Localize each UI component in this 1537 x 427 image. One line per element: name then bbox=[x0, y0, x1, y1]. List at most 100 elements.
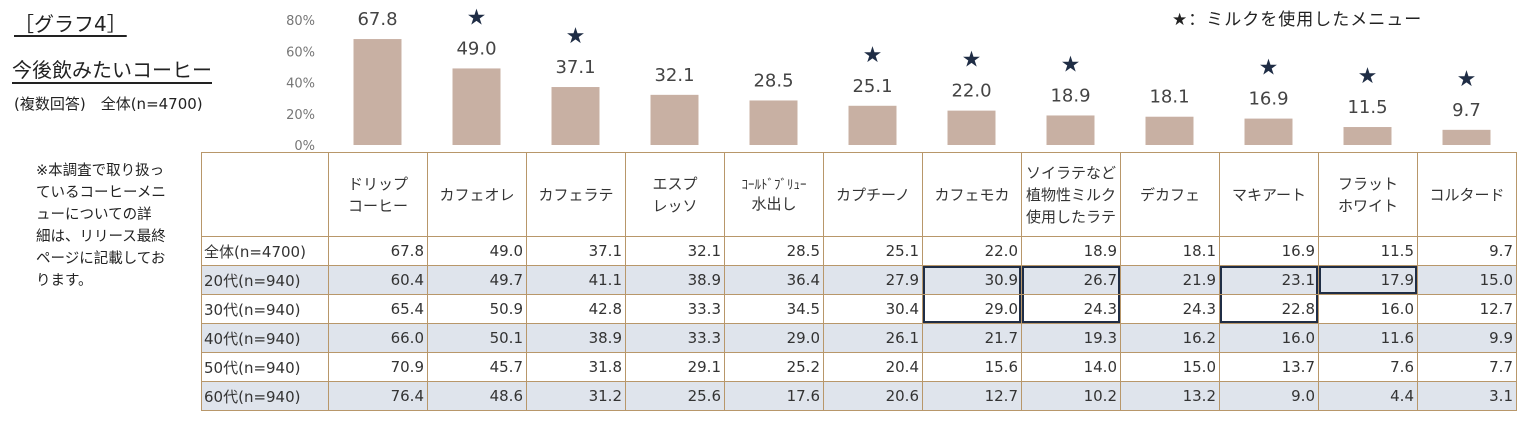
table-cell: 25.6 bbox=[625, 381, 725, 411]
column-header-line: エスプ bbox=[652, 174, 698, 193]
column-header-line: 使用したラテ bbox=[1025, 207, 1116, 226]
column-header-line: コルタード bbox=[1429, 185, 1505, 204]
column-header-line: 水出し bbox=[751, 194, 797, 213]
graph-label: ［グラフ4］ bbox=[14, 12, 127, 36]
row-label: 60代(n=940) bbox=[201, 381, 329, 411]
table-cell: 24.3 bbox=[1021, 294, 1121, 324]
table-cell: 20.4 bbox=[823, 352, 923, 382]
legend: ★：ミルクを使用したメニュー bbox=[1172, 10, 1423, 30]
table-cell: 60.4 bbox=[328, 265, 428, 295]
table-cell: 18.1 bbox=[1120, 236, 1220, 266]
table-cell: 21.7 bbox=[922, 323, 1022, 353]
milk-star-icon: ★ bbox=[1259, 56, 1279, 81]
table-cell: 32.1 bbox=[625, 236, 725, 266]
table-cell: 25.1 bbox=[823, 236, 923, 266]
table-cell: 42.8 bbox=[526, 294, 626, 324]
column-header-line: 植物性ミルク bbox=[1025, 185, 1116, 204]
y-tick-label: 80% bbox=[286, 14, 315, 29]
row-label: 50代(n=940) bbox=[201, 352, 329, 382]
table-cell: 9.7 bbox=[1417, 236, 1517, 266]
header-blank-cell bbox=[201, 152, 329, 237]
column-header-line: カフェラテ bbox=[538, 185, 614, 204]
table-cell: 50.1 bbox=[427, 323, 527, 353]
column-header: マキアート bbox=[1219, 152, 1319, 237]
table-cell: 16.0 bbox=[1318, 294, 1418, 324]
table-cell: 13.2 bbox=[1120, 381, 1220, 411]
bar bbox=[1244, 118, 1293, 145]
y-tick-label: 0% bbox=[294, 139, 315, 152]
table-cell: 24.3 bbox=[1120, 294, 1220, 324]
table-cell: 45.7 bbox=[427, 352, 527, 382]
column-header-line: ソイラテなど bbox=[1025, 163, 1116, 182]
table-cell: 31.2 bbox=[526, 381, 626, 411]
y-tick-label: 20% bbox=[286, 108, 315, 123]
milk-star-icon: ★ bbox=[467, 5, 487, 30]
column-header: カフェモカ bbox=[922, 152, 1022, 237]
table-cell: 19.3 bbox=[1021, 323, 1121, 353]
column-header: カフェオレ bbox=[427, 152, 527, 237]
bar bbox=[848, 105, 897, 145]
bar bbox=[1046, 115, 1095, 145]
table-cell: 26.7 bbox=[1021, 265, 1121, 295]
column-header: ソイラテなど 植物性ミルク 使用したラテ bbox=[1021, 152, 1121, 237]
table-cell: 15.0 bbox=[1417, 265, 1517, 295]
table-cell: 76.4 bbox=[328, 381, 428, 411]
bar-value-label: 49.0 bbox=[456, 38, 496, 59]
column-header: デカフェ bbox=[1120, 152, 1220, 237]
column-header: エスプ レッソ bbox=[625, 152, 725, 237]
table-cell: 70.9 bbox=[328, 352, 428, 382]
column-header-line: マキアート bbox=[1231, 185, 1307, 204]
table-cell: 30.4 bbox=[823, 294, 923, 324]
column-header-line: レッソ bbox=[652, 196, 698, 215]
table-cell: 28.5 bbox=[724, 236, 824, 266]
table-cell: 38.9 bbox=[526, 323, 626, 353]
column-header-line: ｺｰﾙﾄﾞﾌﾞﾘｭｰ bbox=[741, 177, 807, 193]
bar bbox=[353, 39, 402, 145]
row-label: 40代(n=940) bbox=[201, 323, 329, 353]
row-label: 20代(n=940) bbox=[201, 265, 329, 295]
milk-star-icon: ★ bbox=[863, 43, 883, 68]
table-cell: 9.9 bbox=[1417, 323, 1517, 353]
column-header-line: カプチーノ bbox=[835, 185, 911, 204]
bar-value-label: 25.1 bbox=[852, 76, 892, 97]
column-header: フラット ホワイト bbox=[1318, 152, 1418, 237]
table-cell: 12.7 bbox=[922, 381, 1022, 411]
column-header-line: ホワイト bbox=[1337, 196, 1398, 215]
side-note: ※本調査で取り扱っているコーヒーメニューについての詳細は、リリース最終ページに記… bbox=[36, 163, 166, 289]
table-cell: 49.7 bbox=[427, 265, 527, 295]
table-row: 40代(n=940) 66.0 50.1 38.9 33.3 29.0 26.1 21.7 19… bbox=[201, 323, 1517, 353]
column-header-line: カフェオレ bbox=[439, 185, 515, 204]
table-cell: 11.6 bbox=[1318, 323, 1418, 353]
table-cell: 9.0 bbox=[1219, 381, 1319, 411]
table-cell: 25.2 bbox=[724, 352, 824, 382]
milk-star-icon: ★ bbox=[1061, 52, 1081, 77]
bar-value-label: 11.5 bbox=[1347, 97, 1387, 118]
chart-title: 今後飲みたいコーヒー bbox=[12, 58, 212, 82]
column-header-line: デカフェ bbox=[1139, 185, 1200, 204]
table-cell: 41.1 bbox=[526, 265, 626, 295]
table-cell: 16.0 bbox=[1219, 323, 1319, 353]
bar-value-label: 22.0 bbox=[951, 81, 991, 102]
table-cell: 15.6 bbox=[922, 352, 1022, 382]
data-table: ドリップ コーヒー カフェオレ カフェラテ エスプ レッソ ｺｰﾙﾄﾞﾌﾞﾘｭｰ 水出し カプチ… bbox=[201, 152, 1517, 411]
column-header-line: コーヒー bbox=[347, 196, 408, 215]
bar bbox=[1442, 129, 1491, 145]
table-cell: 3.1 bbox=[1417, 381, 1517, 411]
table-cell: 16.2 bbox=[1120, 323, 1220, 353]
table-cell: 48.6 bbox=[427, 381, 527, 411]
table-cell: 20.6 bbox=[823, 381, 923, 411]
y-tick-label: 60% bbox=[286, 45, 315, 60]
table-cell: 38.9 bbox=[625, 265, 725, 295]
table-cell: 30.9 bbox=[922, 265, 1022, 295]
table-cell: 15.0 bbox=[1120, 352, 1220, 382]
table-cell: 33.3 bbox=[625, 323, 725, 353]
bar bbox=[551, 87, 600, 145]
table-cell: 66.0 bbox=[328, 323, 428, 353]
column-header: カフェラテ bbox=[526, 152, 626, 237]
table-cell: 34.5 bbox=[724, 294, 824, 324]
table-cell: 31.8 bbox=[526, 352, 626, 382]
column-header-line: カフェモカ bbox=[934, 185, 1010, 204]
table-cell: 18.9 bbox=[1021, 236, 1121, 266]
table-cell: 22.0 bbox=[922, 236, 1022, 266]
table-cell: 16.9 bbox=[1219, 236, 1319, 266]
